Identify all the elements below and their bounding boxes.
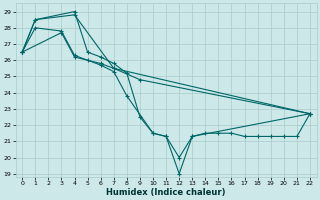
X-axis label: Humidex (Indice chaleur): Humidex (Indice chaleur) [106,188,226,197]
